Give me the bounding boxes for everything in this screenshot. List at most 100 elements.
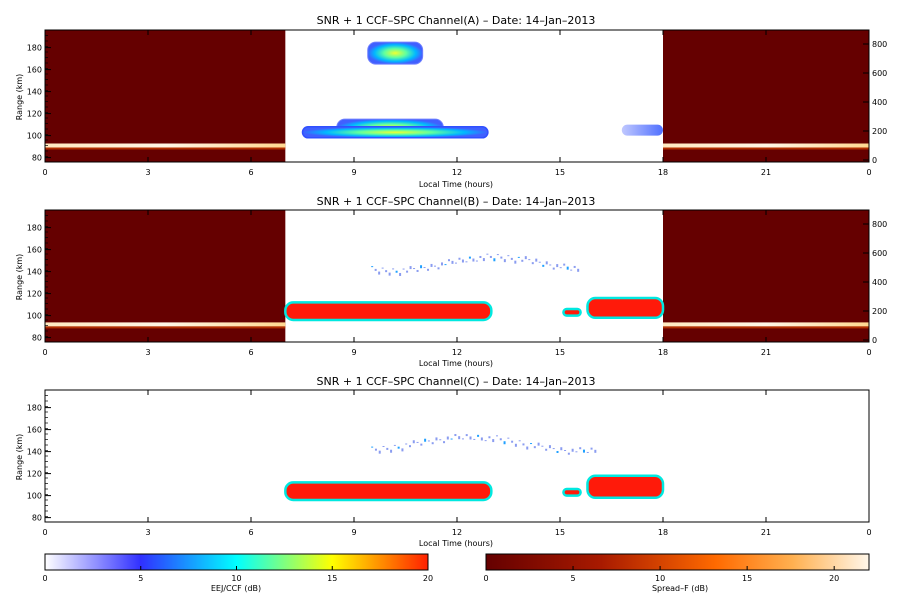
weak-echo-speck	[582, 449, 585, 453]
weak-echo-speck	[530, 443, 533, 445]
weak-echo-speck	[408, 445, 411, 448]
weak-echo-speck	[577, 268, 580, 272]
weak-echo-speck	[524, 256, 527, 260]
x-tick-label: 18	[658, 348, 668, 357]
spread-f-band	[45, 322, 286, 327]
weak-echo-speck	[444, 264, 447, 266]
right-tick-label: 200	[872, 127, 887, 136]
colorbar-tick-label: 15	[742, 574, 752, 583]
plot-background	[45, 390, 869, 522]
weak-echo-speck	[405, 443, 408, 445]
weak-echo-speck	[514, 260, 517, 264]
weak-echo-speck	[586, 451, 589, 453]
weak-echo-speck	[423, 267, 426, 269]
spread-f-band	[663, 143, 869, 148]
y-tick-label: 160	[27, 66, 42, 75]
weak-echo-speck	[477, 434, 480, 437]
weak-echo-speck	[430, 263, 433, 267]
colorbar-tick-label: 10	[655, 574, 665, 583]
y-tick-label: 80	[32, 154, 42, 163]
weak-echo-speck	[564, 450, 567, 452]
spread-f-region	[663, 210, 869, 342]
y-tick-label: 140	[27, 88, 42, 97]
weak-echo-speck	[402, 268, 405, 270]
colorbar-tick-label: 20	[829, 574, 839, 583]
weak-echo-speck	[479, 255, 482, 258]
x-tick-label: 9	[351, 168, 356, 177]
spread-f-band	[663, 322, 869, 327]
y-tick-label: 140	[27, 448, 42, 457]
weak-echo-speck	[503, 441, 506, 445]
right-tick-label: 400	[872, 278, 887, 287]
weak-echo-speck	[563, 263, 566, 266]
weak-echo-speck	[427, 440, 430, 442]
x-tick-label: 3	[145, 348, 150, 357]
weak-echo-speck	[406, 270, 409, 273]
x-tick-label: 12	[452, 168, 462, 177]
echo-region	[284, 301, 493, 322]
echo-region	[562, 487, 582, 497]
y-tick-label: 100	[27, 312, 42, 321]
weak-echo-speck	[392, 268, 395, 270]
colorbar-eej: EEJ/CCF (dB) 0 5 10 15 20	[42, 553, 433, 593]
y-tick-label: 120	[27, 470, 42, 479]
x-tick-label: 0	[42, 348, 47, 357]
x-tick-label: 21	[761, 528, 771, 537]
right-tick-label: 800	[872, 40, 887, 49]
weak-echo-speck	[382, 446, 385, 448]
y-tick-label: 80	[32, 514, 42, 523]
right-tick-label: 0	[872, 336, 877, 345]
spread-f-band	[45, 143, 286, 148]
weak-echo-speck	[397, 446, 400, 449]
weak-echo-speck	[570, 269, 573, 271]
y-tick-label: 120	[27, 290, 42, 299]
weak-echo-speck	[413, 268, 416, 270]
spread-f-region	[663, 30, 869, 162]
weak-echo-speck	[385, 270, 388, 273]
weak-echo-speck	[381, 267, 384, 269]
weak-echo-speck	[517, 256, 520, 258]
weak-echo-speck	[496, 254, 499, 256]
right-tick-label: 200	[872, 307, 887, 316]
spread-f-band-edge	[45, 326, 286, 329]
right-tick-label: 800	[872, 220, 887, 229]
colorbar-tick-label: 15	[327, 574, 337, 583]
weak-echo-speck	[499, 438, 502, 441]
weak-echo-speck	[500, 256, 503, 259]
x-tick-label: 15	[555, 168, 565, 177]
weak-echo-speck	[371, 446, 374, 448]
x-axis-label: Local Time (hours)	[419, 359, 493, 368]
weak-echo-speck	[566, 266, 569, 270]
right-tick-label: 600	[872, 69, 887, 78]
x-tick-label: 21	[761, 348, 771, 357]
weak-echo-speck	[594, 449, 597, 453]
y-tick-label: 160	[27, 246, 42, 255]
weak-echo-speck	[440, 262, 443, 266]
colorbar-label: EEJ/CCF (dB)	[211, 584, 261, 593]
x-tick-label: 18	[658, 168, 668, 177]
x-tick-label: 0	[866, 348, 871, 357]
x-tick-label: 15	[555, 528, 565, 537]
weak-echo-speck	[559, 267, 562, 269]
echo-region	[621, 124, 663, 136]
x-tick-label: 9	[351, 348, 356, 357]
weak-echo-speck	[458, 436, 461, 440]
panel-title: SNR + 1 CCF–SPC Channel(C) – Date: 14–Ja…	[317, 375, 596, 388]
weak-echo-speck	[412, 440, 415, 444]
weak-echo-speck	[528, 259, 531, 261]
y-axis-label: Range (km)	[15, 74, 24, 121]
echo-region	[562, 307, 582, 317]
weak-echo-speck	[556, 264, 559, 268]
x-tick-label: 6	[248, 348, 253, 357]
weak-echo-speck	[446, 436, 449, 440]
y-tick-label: 160	[27, 426, 42, 435]
weak-echo-speck	[538, 261, 541, 263]
colorbar-gradient	[485, 553, 870, 571]
x-tick-label: 12	[452, 528, 462, 537]
weak-echo-speck	[514, 443, 517, 447]
weak-echo-speck	[495, 435, 498, 437]
weak-echo-speck	[458, 257, 461, 260]
weak-echo-speck	[450, 438, 453, 440]
weak-echo-speck	[386, 447, 389, 450]
